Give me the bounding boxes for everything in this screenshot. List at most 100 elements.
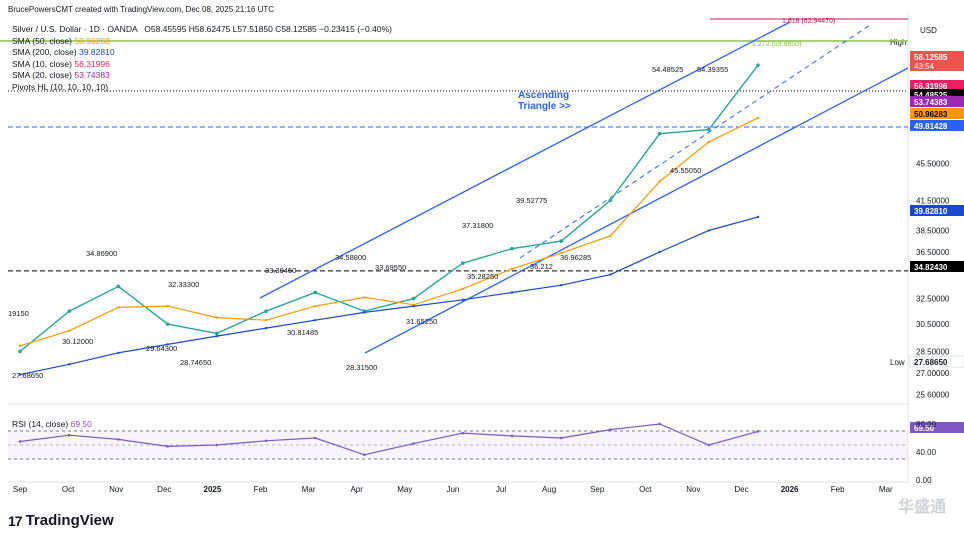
price-tick-label: 36.50000 xyxy=(916,248,950,257)
rsi-point xyxy=(313,436,317,440)
price-tag xyxy=(910,89,964,100)
series-point xyxy=(756,116,760,120)
ohlc-row: Silver / U.S. Dollar · 1D · OANDA O58.45… xyxy=(12,24,392,34)
series-line-sma-50-close- xyxy=(19,117,759,347)
rsi-point xyxy=(412,442,415,445)
triangle-upper-line xyxy=(259,21,791,299)
time-tick-label: Mar xyxy=(879,485,893,494)
series-point xyxy=(116,284,121,289)
price-tag-label: 58.12585 xyxy=(914,53,948,62)
rsi-line xyxy=(19,423,759,456)
triangle-dashed-line xyxy=(519,24,871,259)
legend-sma50[interactable]: SMA (50, close) 50.96283 xyxy=(12,36,110,46)
annotation-line2: Triangle >> xyxy=(518,101,571,112)
price-tag-label: 54.48525 xyxy=(914,91,948,100)
price-tag xyxy=(910,51,964,71)
fib-label: 1.272 (59.6850) xyxy=(752,41,801,48)
pivot-label: 29.64300 xyxy=(146,344,177,353)
rsi-point xyxy=(264,439,268,443)
time-tick-label: Jun xyxy=(446,485,459,494)
price-tag xyxy=(909,355,964,368)
price-tag-label: 27.68650 xyxy=(914,358,948,367)
chart-attribution: BrucePowersCMT created with TradingView.… xyxy=(8,5,275,14)
series-point xyxy=(314,304,317,308)
series-point xyxy=(461,287,464,291)
series-line-silver-u-s-dollar xyxy=(19,64,759,352)
series-point xyxy=(412,304,415,308)
price-tick-label: 25.60000 xyxy=(916,390,950,399)
rsi-legend[interactable]: RSI (14, close) 69.50 xyxy=(12,419,92,429)
price-tick-label: 41.50000 xyxy=(916,196,950,205)
series-point xyxy=(461,298,464,302)
rsi-point xyxy=(18,440,22,443)
pivot-label: 19150 xyxy=(8,309,29,318)
series-point xyxy=(18,373,22,376)
series-point xyxy=(363,296,366,299)
rsi-point xyxy=(756,430,760,433)
price-tag xyxy=(910,80,964,91)
series-point xyxy=(608,198,613,203)
rsi-point xyxy=(166,445,169,448)
pivot-label: 28.31500 xyxy=(346,363,377,372)
high-label: High xyxy=(890,38,906,47)
pivot-label: 54.48525 xyxy=(652,65,683,74)
time-tick-label: Feb xyxy=(254,485,268,494)
pivot-label: 36.212 xyxy=(530,262,553,271)
pivot-label: 54.39355 xyxy=(697,65,728,74)
series-point xyxy=(18,349,22,354)
price-tag-label: 39.82810 xyxy=(914,207,948,216)
tradingview-logo[interactable]: 17 TradingView xyxy=(8,512,114,529)
pivot-label: 45.55050 xyxy=(670,166,701,175)
time-tick-label: Jul xyxy=(496,485,506,494)
price-tag-countdown: 43:54 xyxy=(914,62,935,71)
series-point xyxy=(559,239,563,243)
time-tick-label: Sep xyxy=(13,485,28,494)
price-tick-label: 45.50000 xyxy=(916,159,950,168)
rsi-point xyxy=(461,431,465,435)
series-point xyxy=(707,229,710,232)
series-point xyxy=(707,140,710,144)
legend-sma10[interactable]: SMA (10, close) 56.31996 xyxy=(12,58,110,69)
watermark: 华盛通 xyxy=(897,499,946,516)
rsi-point xyxy=(658,422,661,426)
series-point xyxy=(68,329,71,332)
price-tag xyxy=(910,422,964,433)
price-tag xyxy=(910,108,964,119)
series-point xyxy=(166,343,169,346)
triangle-lower-line xyxy=(364,67,909,354)
series-point xyxy=(411,296,416,301)
tradingview-mark-icon: 17 xyxy=(8,512,23,529)
rsi-point xyxy=(559,436,563,440)
series-point xyxy=(461,261,465,265)
series-point xyxy=(166,304,169,308)
legend-pivots[interactable]: Pivots HL (10, 10, 10, 10) xyxy=(12,81,109,92)
series-point xyxy=(313,290,318,295)
legend-sma200[interactable]: SMA (200, close) 39.82810 xyxy=(12,47,115,58)
price-tag xyxy=(910,120,964,131)
price-tick-label: 38.50000 xyxy=(916,227,950,236)
time-tick-label: Nov xyxy=(109,485,123,494)
time-tick-label: Aug xyxy=(542,485,556,494)
pivot-label: 33.69550 xyxy=(375,263,406,272)
pivot-label: 35.28250 xyxy=(467,272,498,281)
price-tag-label: 53.74383 xyxy=(914,98,948,107)
rsi-tick-label: 0.00 xyxy=(916,476,932,485)
series-point xyxy=(609,234,612,237)
series-point xyxy=(67,309,71,313)
series-point xyxy=(215,331,219,336)
time-tick-label: Oct xyxy=(62,485,75,494)
price-tag-label: 49.81428 xyxy=(914,122,948,131)
series-point xyxy=(68,363,71,366)
rsi-point xyxy=(609,428,612,431)
legend-sma20[interactable]: SMA (20, close) 53.74383 xyxy=(12,70,110,81)
instrument-title[interactable]: Silver / U.S. Dollar · 1D · OANDA xyxy=(12,24,138,34)
pivot-label: 30.81485 xyxy=(287,328,318,337)
series-point xyxy=(657,131,662,136)
time-tick-label: Feb xyxy=(831,485,845,494)
series-point xyxy=(363,311,366,314)
pivot-label: 39.52775 xyxy=(516,196,547,205)
series-point xyxy=(117,351,120,354)
series-point xyxy=(264,318,268,322)
time-tick-label: Dec xyxy=(157,485,171,494)
